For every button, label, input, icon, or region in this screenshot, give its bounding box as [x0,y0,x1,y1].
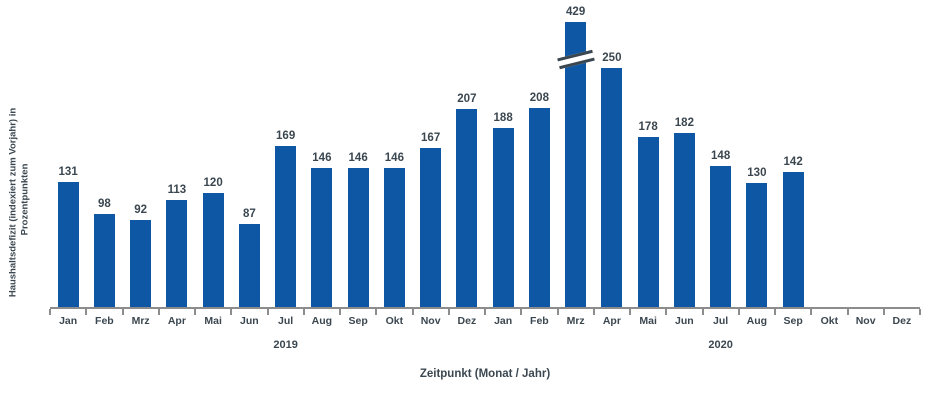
x-tick-label: Sep [783,315,803,327]
x-axis-tick [737,309,740,315]
bar-value-label: 142 [783,156,803,168]
x-axis-tick [701,309,704,315]
x-tick-label: Mai [639,315,657,327]
x-axis-title: Zeitpunkt (Monat / Jahr) [419,368,551,380]
bar-value-label: 169 [276,130,296,142]
bar-value-label: 87 [242,208,256,220]
x-axis-tick [339,309,341,315]
bar [492,128,514,308]
x-tick-label: Jun [675,315,694,327]
bar [93,214,115,308]
x-axis-tick [447,309,450,315]
bar-value-label: 250 [602,52,622,64]
x-axis-line [50,307,920,309]
bar-value-label: 148 [711,150,731,162]
bar [420,148,442,308]
bar [383,168,405,308]
bar-value-label: 146 [312,152,332,164]
x-tick-label: Sep [348,315,368,327]
x-tick-label: Apr [167,315,186,327]
bar-value-label: 429 [566,6,586,18]
bar [746,183,768,308]
bar [347,168,369,308]
bar [637,137,659,308]
x-axis-tick [810,309,813,315]
x-axis-tick [411,309,414,315]
x-tick-label: Jul [713,315,729,327]
bar-value-label: 182 [674,117,694,129]
x-tick-label: Mrz [131,315,150,327]
x-axis-tick [882,309,885,315]
x-axis-tick [194,309,196,315]
bar-value-label: 113 [167,184,187,196]
x-tick-label: Feb [95,315,114,327]
bar-value-label: 178 [638,121,658,133]
bar-value-label: 98 [97,198,111,210]
bar-value-label: 120 [203,177,223,189]
x-tick-label: Jun [240,315,259,327]
bar-value-label: 207 [457,93,477,105]
x-axis-tick [520,309,523,315]
x-tick-label: Okt [385,315,404,327]
bar [456,109,478,308]
x-tick-label: Feb [530,315,549,327]
x-axis-tick [85,309,88,315]
x-tick-label: Dez [457,315,477,327]
bar [782,172,804,308]
x-axis-tick [157,309,160,315]
y-axis-label-line2: Prozentpunkten [19,163,31,236]
x-axis-tick [556,309,559,315]
x-axis-tick [484,309,486,315]
x-axis-tick [846,309,849,315]
x-tick-label: Apr [602,315,621,327]
year-label: 2020 [708,339,733,351]
x-axis-tick [919,309,921,315]
bar [528,108,550,308]
x-axis-tick [629,309,631,315]
x-axis-tick [266,309,269,315]
bar-value-label: 130 [747,167,767,179]
x-tick-label: Aug [746,315,768,327]
x-tick-label: Aug [311,315,333,327]
bar-value-label: 188 [493,112,513,124]
x-axis-tick [230,309,233,315]
x-tick-label: Jan [494,315,513,327]
year-label: 2019 [273,339,298,351]
bar-value-label: 208 [529,92,549,104]
bar [130,220,152,308]
bar [202,193,224,308]
x-axis-tick [592,309,595,315]
bar-value-label: 146 [348,152,368,164]
bar-value-label: 146 [384,152,404,164]
x-axis-tick [121,309,124,315]
x-axis-tick [375,309,378,315]
bar [311,168,333,308]
x-tick-label: Mai [204,315,222,327]
bar [275,146,297,308]
bar [710,166,732,308]
y-axis-label-line1: Haushaltsdefizit (indexiert zum Vorjahr)… [7,107,19,298]
x-axis-tick [665,309,668,315]
x-tick-label: Mrz [566,315,585,327]
x-tick-label: Jan [59,315,78,327]
bar [238,224,260,308]
x-axis-tick [774,309,776,315]
bar [166,200,188,308]
x-tick-label: Nov [420,315,441,327]
x-tick-label: Dez [892,315,912,327]
x-axis-tick [302,309,305,315]
bar [565,22,587,308]
bar [601,68,623,308]
x-tick-label: Okt [820,315,839,327]
bar-value-label: 92 [134,204,148,216]
bar-value-label: 131 [58,166,78,178]
bar-value-label: 167 [421,132,441,144]
x-axis-tick [49,309,51,315]
x-tick-label: Jul [278,315,294,327]
bar [57,182,79,308]
x-tick-label: Nov [855,315,876,327]
bar [673,133,695,308]
